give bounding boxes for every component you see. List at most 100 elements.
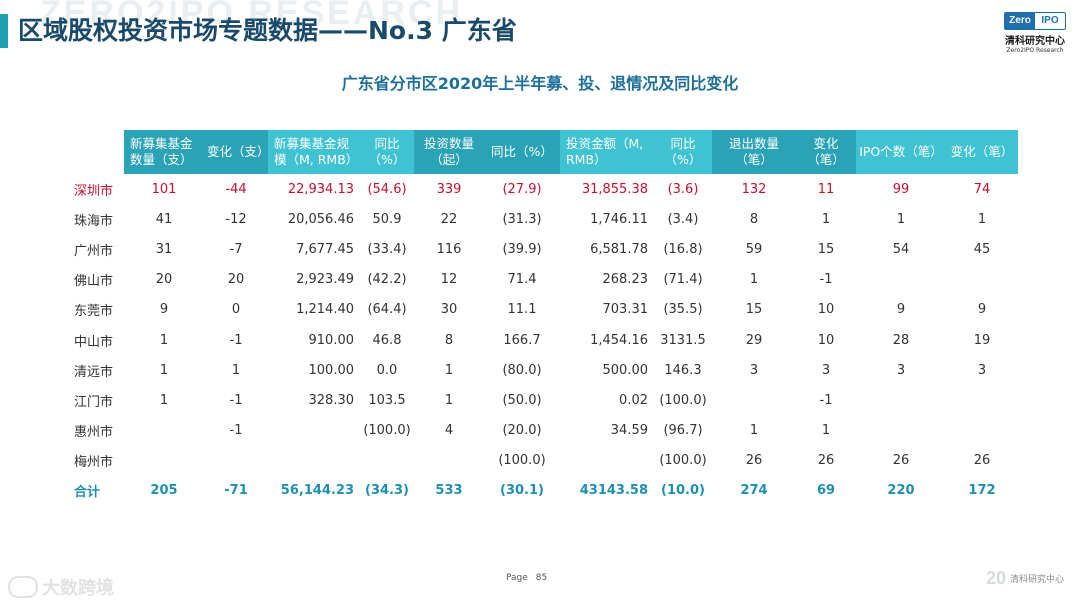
value-cell: 45 xyxy=(973,241,991,257)
value-cell: -1 xyxy=(819,392,833,408)
table-row: 中山市 1 -1 910.00 46.8 8 166.7 1,454.16 3131.5 29 10… xyxy=(70,325,1018,355)
value-cell: 1,214.40 xyxy=(296,302,354,318)
value-cell: 15 xyxy=(817,241,835,257)
page-number-value: 85 xyxy=(535,573,548,583)
header-cell: 投资金额（M, RMB） xyxy=(560,130,654,174)
value-cell: (3.6) xyxy=(667,181,699,197)
header-cell: 同比（%） xyxy=(484,130,560,174)
value-cell: (50.0) xyxy=(502,392,542,408)
header-cell: 投资数量（起） xyxy=(414,130,484,174)
value-cell: (39.9) xyxy=(502,241,542,257)
value-cell: 10 xyxy=(817,332,835,348)
page-number: Page 85 xyxy=(506,573,547,583)
total-row: 合计 205 -71 56,144.23 (34.3) 533 (30.1) 43143.58… xyxy=(70,476,1018,506)
value-cell: 205 xyxy=(150,483,178,499)
value-cell: 3 xyxy=(977,362,987,378)
value-cell: 46.8 xyxy=(372,332,402,348)
value-cell: 34.59 xyxy=(610,423,648,439)
value-cell xyxy=(946,416,1018,446)
value-cell: 22 xyxy=(440,211,458,227)
value-cell: 1 xyxy=(444,362,454,378)
value-cell: 172 xyxy=(968,483,996,499)
data-table: 新募集基金数量（支） 变化（支） 新募集基金规模（M, RMB） 同比（%） 投… xyxy=(70,130,1018,506)
header-cell: 同比（%） xyxy=(360,130,414,174)
table-row: 梅州市 (100.0) (100.0) 26 26 26 26 xyxy=(70,446,1018,476)
city-cell: 东莞市 xyxy=(74,304,114,320)
value-cell: 1 xyxy=(977,211,987,227)
value-cell: 0.0 xyxy=(376,362,398,378)
value-cell: 99 xyxy=(892,181,910,197)
value-cell: 116 xyxy=(436,241,462,257)
value-cell: 8 xyxy=(749,211,759,227)
city-cell: 广州市 xyxy=(74,243,114,259)
title-accent-bar xyxy=(0,14,8,48)
table-row: 东莞市 9 0 1,214.40 (64.4) 30 11.1 703.31 (35.5) 15 1… xyxy=(70,295,1018,325)
value-cell: (33.4) xyxy=(367,241,407,257)
value-cell: (54.6) xyxy=(367,181,407,197)
value-cell: 3 xyxy=(896,362,906,378)
value-cell: 3 xyxy=(749,362,759,378)
value-cell: (100.0) xyxy=(363,423,411,439)
logo-zero: Zero xyxy=(1005,13,1035,29)
value-cell: 9 xyxy=(896,302,906,318)
value-cell: 26 xyxy=(817,453,835,469)
value-cell: 274 xyxy=(740,483,768,499)
table-row: 深圳市 101 -44 22,934.13 (54.6) 339 (27.9) 31,855.… xyxy=(70,174,1018,204)
value-cell: 26 xyxy=(973,453,991,469)
value-cell: 20 xyxy=(155,272,173,288)
value-cell: 2,923.49 xyxy=(296,272,354,288)
value-cell: 533 xyxy=(435,483,463,499)
value-cell xyxy=(414,446,484,476)
value-cell: (16.8) xyxy=(663,241,703,257)
page-label: Page xyxy=(506,573,528,583)
value-cell xyxy=(946,385,1018,415)
city-cell: 中山市 xyxy=(74,334,114,350)
value-cell: 11 xyxy=(817,181,835,197)
value-cell: (80.0) xyxy=(502,362,542,378)
value-cell: (3.4) xyxy=(667,211,699,227)
value-cell: 1,746.11 xyxy=(590,211,648,227)
value-cell: (27.9) xyxy=(502,181,542,197)
value-cell: 1 xyxy=(749,423,759,439)
value-cell: 11.1 xyxy=(507,302,537,318)
value-cell xyxy=(124,446,204,476)
value-cell: -12 xyxy=(225,211,247,227)
value-cell: 500.00 xyxy=(602,362,649,378)
value-cell: 69 xyxy=(816,483,836,499)
value-cell: (10.0) xyxy=(661,483,705,499)
value-cell xyxy=(856,416,946,446)
value-cell: 101 xyxy=(151,181,177,197)
value-cell: 0 xyxy=(231,302,241,318)
city-cell: 江门市 xyxy=(74,394,114,410)
value-cell xyxy=(268,416,360,446)
city-cell: 惠州市 xyxy=(74,425,114,441)
city-cell: 深圳市 xyxy=(74,183,114,199)
value-cell: -1 xyxy=(229,332,243,348)
header-cell: 同比（%） xyxy=(654,130,712,174)
city-cell: 清远市 xyxy=(74,364,114,380)
value-cell: 339 xyxy=(436,181,462,197)
header-cell: 退出数量（笔） xyxy=(712,130,796,174)
value-cell: 9 xyxy=(977,302,987,318)
header-cell: 变化（笔） xyxy=(796,130,856,174)
value-cell: 15 xyxy=(745,302,763,318)
logo-cn-text: 清科研究中心 xyxy=(1005,36,1065,47)
value-cell: 26 xyxy=(745,453,763,469)
value-cell: 59 xyxy=(745,241,763,257)
header-cell: 变化（支） xyxy=(204,130,270,174)
value-cell: (100.0) xyxy=(659,392,707,408)
value-cell: 29 xyxy=(745,332,763,348)
value-cell: (35.5) xyxy=(663,302,703,318)
value-cell: 268.23 xyxy=(602,272,649,288)
value-cell: 31 xyxy=(155,241,173,257)
city-cell: 梅州市 xyxy=(74,455,114,471)
value-cell: 132 xyxy=(741,181,767,197)
value-cell: 54 xyxy=(892,241,910,257)
value-cell xyxy=(712,385,796,415)
header-watermark: ZERO2IPO RESEARCH xyxy=(40,0,464,32)
value-cell: -71 xyxy=(224,483,248,499)
value-cell xyxy=(204,446,268,476)
value-cell: 703.31 xyxy=(602,302,649,318)
value-cell: 1 xyxy=(821,211,831,227)
value-cell: -44 xyxy=(225,181,247,197)
